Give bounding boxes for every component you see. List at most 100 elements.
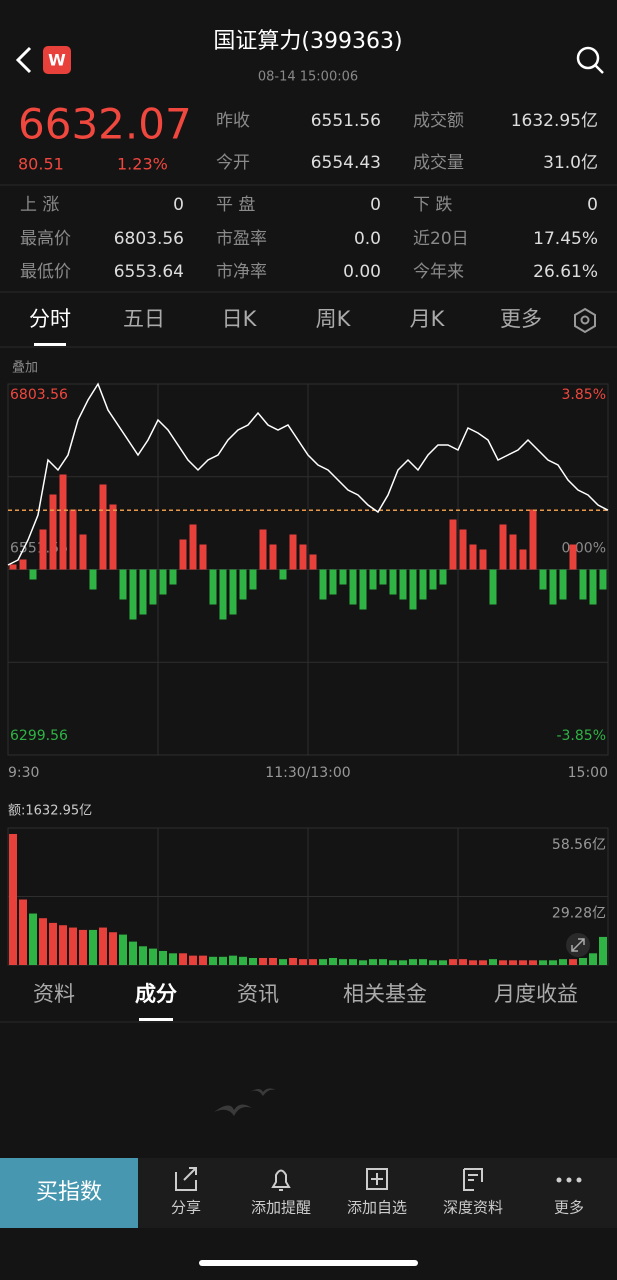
volume-bar	[289, 957, 297, 965]
volume-bar	[179, 953, 187, 965]
volume-bar	[479, 960, 487, 965]
volume-bar	[129, 941, 137, 965]
volume-bar	[459, 959, 467, 965]
action-label[interactable]: 添加自选	[347, 1199, 407, 1217]
stat-value: 6553.64	[114, 262, 184, 282]
settings-button[interactable]	[574, 307, 596, 334]
change: 80.51	[18, 155, 64, 174]
flow-bar	[519, 549, 527, 570]
flow-bar	[589, 569, 597, 605]
stat-value: 1632.95亿	[511, 111, 598, 131]
expand-button[interactable]	[566, 933, 590, 957]
flow-bar	[139, 569, 147, 615]
flow-bar	[299, 544, 307, 570]
flow-bar	[69, 509, 77, 570]
flow-bar	[179, 539, 187, 570]
action-label[interactable]: 更多	[554, 1199, 584, 1217]
volume-bar	[239, 956, 247, 965]
flow-bar	[309, 554, 317, 570]
volume-bar	[429, 960, 437, 965]
flow-bar	[469, 544, 477, 570]
volume-bar	[109, 932, 117, 965]
price-line	[7, 382, 609, 566]
flow-bar	[389, 569, 397, 595]
stat-value: 6803.56	[114, 229, 184, 249]
decoration	[214, 1088, 276, 1116]
volume-bar	[589, 953, 597, 965]
section-tab[interactable]: 资料	[33, 982, 75, 1006]
volume-bar	[9, 833, 17, 965]
flow-bar	[259, 529, 267, 570]
action-icons	[175, 1167, 483, 1191]
back-button[interactable]	[15, 46, 32, 74]
volume-title: 额:1632.95亿	[8, 804, 92, 819]
chart-tab[interactable]: 日K	[222, 307, 258, 331]
flow-bar	[399, 569, 407, 600]
section-tab[interactable]: 资讯	[237, 982, 279, 1006]
section-tab[interactable]: 相关基金	[343, 982, 427, 1006]
search-button[interactable]	[576, 46, 604, 74]
timestamp: 08-14 15:00:06	[258, 70, 358, 85]
chart-tab[interactable]: 月K	[410, 307, 446, 331]
stat-label: 最低价	[20, 262, 71, 282]
volume-bar	[259, 957, 267, 965]
flow-bar	[359, 569, 367, 610]
volume-bar	[369, 959, 377, 965]
volume-bar	[89, 929, 97, 965]
stat-label: 平 盘	[216, 195, 255, 215]
action-label[interactable]: 深度资料	[443, 1199, 503, 1217]
flow-bar	[49, 494, 57, 570]
volume-bar	[599, 936, 607, 965]
section-tab[interactable]: 月度收益	[494, 982, 578, 1006]
flow-bar	[239, 569, 247, 600]
chart-tab[interactable]: 周K	[316, 307, 352, 331]
flow-bar	[199, 544, 207, 570]
volume-bar	[269, 957, 277, 965]
flow-bar	[529, 509, 537, 570]
chart-tab[interactable]: 更多	[500, 307, 542, 331]
action-label[interactable]: 分享	[171, 1199, 201, 1217]
flow-bar	[39, 529, 47, 570]
stat-label: 成交量	[413, 153, 464, 173]
stat-value: 6554.43	[311, 153, 381, 173]
buy-button[interactable]	[0, 1158, 138, 1228]
volume-bar	[149, 948, 157, 965]
badge-text: W	[48, 51, 66, 70]
section-tab[interactable]: 成分	[135, 982, 177, 1006]
stat-label: 成交额	[413, 111, 464, 131]
chart-tab[interactable]: 五日	[123, 307, 165, 331]
flow-bar	[129, 569, 137, 620]
flow-bar	[249, 569, 257, 590]
stat-value: 0	[370, 195, 381, 215]
volume-bar	[519, 960, 527, 965]
badge	[43, 46, 71, 74]
overlay-button[interactable]: 叠加	[12, 361, 38, 376]
volume-bar	[169, 953, 177, 965]
volume-bar	[99, 927, 107, 965]
flow-bar	[189, 524, 197, 570]
flow-bar	[319, 569, 327, 600]
buy-label[interactable]: 买指数	[36, 1180, 102, 1205]
flow-bar	[269, 544, 277, 570]
flow-bar	[9, 564, 17, 570]
stat-label: 昨收	[216, 111, 250, 131]
flow-bar	[549, 569, 557, 605]
flow-bar	[499, 524, 507, 570]
flow-bar	[109, 504, 117, 570]
title: 国证算力(399363)	[213, 29, 402, 54]
flow-bar	[459, 529, 467, 570]
volume-bar	[309, 959, 317, 965]
chart-tab[interactable]: 分时	[29, 307, 71, 331]
flow-bar	[449, 519, 457, 570]
volume-bar	[49, 922, 57, 965]
x-tick-label: 11:30/13:00	[265, 765, 350, 781]
more-icon	[556, 1177, 582, 1183]
flow-bar	[569, 544, 577, 570]
volume-bar	[329, 957, 337, 965]
action-label[interactable]: 添加提醒	[251, 1199, 311, 1217]
volume-bar	[469, 960, 477, 965]
y2-tick-label: 0.00%	[562, 541, 606, 557]
flow-bar	[579, 569, 587, 600]
